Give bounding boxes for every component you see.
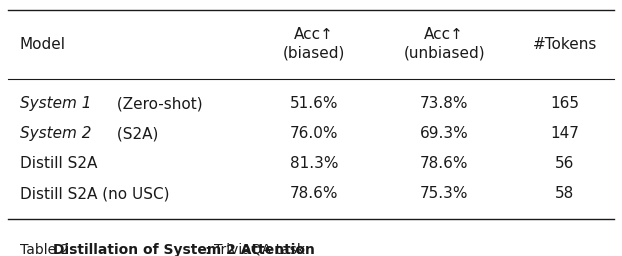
Text: 147: 147 <box>550 126 579 141</box>
Text: System 2: System 2 <box>20 126 91 141</box>
Text: 76.0%: 76.0% <box>290 126 338 141</box>
Text: Model: Model <box>20 37 66 52</box>
Text: Distill S2A: Distill S2A <box>20 156 97 171</box>
Text: 73.8%: 73.8% <box>420 97 468 111</box>
Text: 81.3%: 81.3% <box>290 156 338 171</box>
Text: Acc↑
(unbiased): Acc↑ (unbiased) <box>403 27 485 61</box>
Text: 78.6%: 78.6% <box>420 156 468 171</box>
Text: 165: 165 <box>550 97 579 111</box>
Text: 69.3%: 69.3% <box>420 126 468 141</box>
Text: 58: 58 <box>555 186 575 201</box>
Text: Distill S2A (no USC): Distill S2A (no USC) <box>20 186 169 201</box>
Text: Acc↑
(biased): Acc↑ (biased) <box>283 27 345 61</box>
Text: 75.3%: 75.3% <box>420 186 468 201</box>
Text: (Zero-shot): (Zero-shot) <box>112 97 202 111</box>
Text: System 1: System 1 <box>20 97 91 111</box>
Text: 78.6%: 78.6% <box>290 186 338 201</box>
Text: 56: 56 <box>555 156 575 171</box>
Text: Table 2:: Table 2: <box>20 243 78 256</box>
Text: #Tokens: #Tokens <box>532 37 597 52</box>
Text: 51.6%: 51.6% <box>290 97 338 111</box>
Text: (S2A): (S2A) <box>112 126 158 141</box>
Text: Distillation of System 2 Attention: Distillation of System 2 Attention <box>53 243 315 256</box>
Text: : TriviaQA task: : TriviaQA task <box>205 243 305 256</box>
